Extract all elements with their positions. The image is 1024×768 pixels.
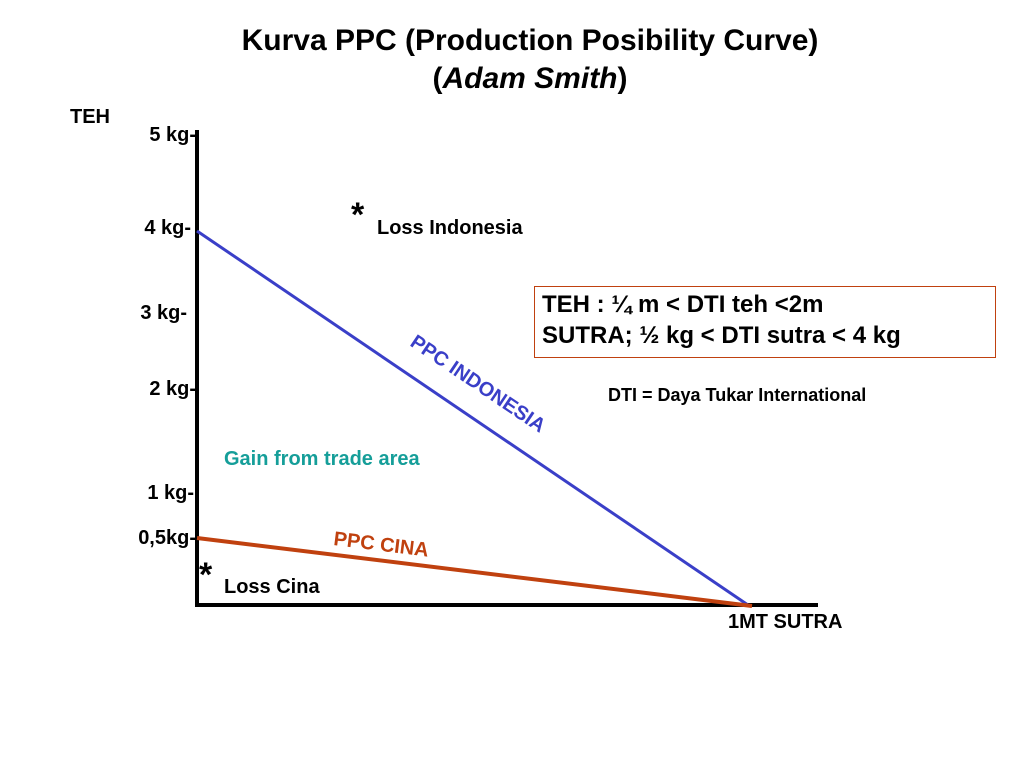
dti-sutra-range: SUTRA; ½ kg < DTI sutra < 4 kg xyxy=(542,322,901,349)
dti-range-box: TEH : ¼ m < DTI teh <2m SUTRA; ½ kg < DT… xyxy=(534,286,996,358)
ppc-indonesia-line xyxy=(196,229,749,607)
y-tick-4kg: 4 kg- xyxy=(144,217,191,239)
y-tick-05kg: 0,5kg- xyxy=(138,527,196,549)
loss-cina-star: * xyxy=(199,556,213,594)
y-axis-label: TEH xyxy=(70,106,110,128)
loss-indonesia-label: Loss Indonesia xyxy=(377,217,523,239)
title-line-1: Kurva PPC (Production Posibility Curve) xyxy=(241,24,819,57)
y-tick-2kg: 2 kg- xyxy=(149,378,196,400)
dti-definition: DTI = Daya Tukar International xyxy=(608,385,867,405)
y-tick-5kg: 5 kg- xyxy=(149,124,196,146)
y-tick-1kg: 1 kg- xyxy=(147,482,194,504)
loss-cina-label: Loss Cina xyxy=(224,576,320,598)
y-tick-3kg: 3 kg- xyxy=(140,302,187,324)
gain-from-trade-label: Gain from trade area xyxy=(224,448,420,470)
slide-title: Kurva PPC (Production Posibility Curve) … xyxy=(0,22,1024,98)
title-paren-close: ) xyxy=(617,62,628,95)
loss-indonesia-star: * xyxy=(351,196,365,234)
title-paren-open: ( xyxy=(432,62,443,95)
x-axis-label: 1MT SUTRA xyxy=(728,611,843,633)
dti-teh-range: TEH : ¼ m < DTI teh <2m xyxy=(542,291,824,318)
ppc-cina-line xyxy=(196,536,753,608)
title-line-2: (Adam Smith) xyxy=(0,60,1024,98)
title-author: Adam Smith xyxy=(442,62,618,95)
